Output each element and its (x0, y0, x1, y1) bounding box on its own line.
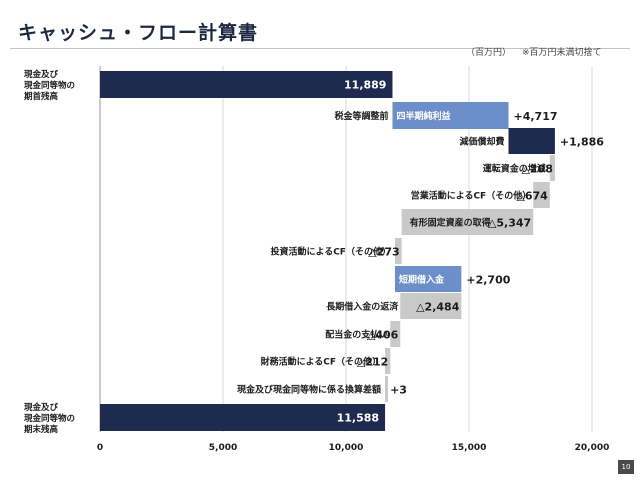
data-label: +2,700 (466, 274, 510, 287)
x-tick-label: 10,000 (329, 443, 364, 453)
category-label: 現金同等物の (24, 80, 75, 91)
category-label: 現金及び (24, 402, 59, 413)
x-tick-label: 15,000 (452, 443, 487, 453)
category-label: 配当金の支払い (325, 329, 388, 341)
category-label: 期末残高 (24, 424, 59, 435)
data-label: +3 (390, 384, 407, 397)
unit-label: （百万円） (466, 48, 512, 58)
category-label: 期首残高 (24, 91, 59, 102)
x-tick-label: 5,000 (209, 443, 237, 453)
category-label: 投資活動によるCF（その他） (270, 246, 390, 258)
title-divider (10, 48, 630, 49)
change-bar (392, 102, 509, 129)
change-bar (385, 348, 391, 374)
total-bar (100, 404, 386, 431)
page-number: 10 (618, 460, 634, 474)
data-label: △212 (357, 356, 388, 369)
x-tick-label: 0 (97, 443, 103, 453)
category-label: 減価償却費 (459, 136, 504, 148)
data-label: △5,347 (488, 217, 531, 230)
category-label: 長期借入金の返済 (326, 301, 399, 313)
data-label: △2,484 (416, 301, 460, 314)
change-bar (390, 321, 401, 347)
category-label: 財務活動によるCF（その他） (260, 356, 381, 368)
change-bar (549, 155, 555, 181)
change-bar (384, 376, 388, 402)
change-bar (401, 209, 534, 235)
change-bar (508, 128, 555, 154)
data-label: △406 (367, 329, 399, 342)
change-bar (533, 182, 550, 208)
change-bar (394, 266, 462, 292)
change-bar (400, 293, 462, 319)
category-label: 営業活動によるCF（その他） (411, 190, 531, 202)
change-bar (394, 238, 402, 264)
data-label: △674 (516, 190, 548, 203)
category-label: 税金等調整前 (334, 110, 388, 122)
x-tick-label: 20,000 (575, 443, 610, 453)
category-label: 現金及び現金同等物に係る換算差額 (237, 384, 381, 396)
category-label: 運転資金の増減 (483, 163, 546, 175)
rounding-note: ※百万円未満切捨て (522, 48, 602, 58)
data-label: △208 (521, 163, 552, 176)
data-label: +4,717 (514, 110, 558, 123)
data-label: +1,886 (560, 136, 604, 149)
category-label: 現金及び (24, 69, 59, 80)
data-label: 11,588 (337, 412, 379, 425)
data-label: 11,889 (344, 79, 386, 92)
data-label: △273 (368, 246, 399, 259)
total-bar (100, 71, 393, 98)
bar-inner-label: 四半期純利益 (396, 110, 450, 122)
page-title: キャッシュ・フロー計算書 (18, 22, 259, 44)
category-label: 現金同等物の (24, 413, 75, 424)
bar-inner-label: 短期借入金 (399, 274, 445, 286)
category-label: 有形固定資産の取得 (410, 217, 491, 229)
